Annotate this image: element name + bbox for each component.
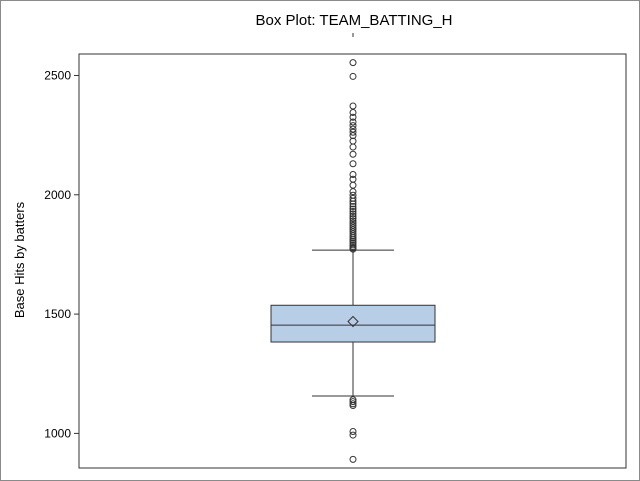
outlier-point	[349, 118, 357, 126]
outlier-point	[349, 217, 357, 225]
y-tick-label: 2000	[44, 188, 71, 202]
outlier-point	[349, 150, 357, 158]
y-axis: 1000 1500 2000 2500	[44, 68, 79, 440]
y-tick-label: 2500	[44, 68, 71, 82]
outlier-point	[349, 221, 357, 229]
outlier-point	[349, 191, 357, 199]
outlier-point	[349, 215, 357, 223]
outlier-point	[349, 125, 357, 133]
box-group	[270, 33, 436, 397]
outlier-point	[349, 205, 357, 213]
outlier-point	[349, 194, 357, 202]
outliers	[349, 59, 357, 463]
outlier-point	[349, 431, 357, 439]
outlier-point	[349, 122, 357, 130]
mean-marker	[347, 315, 359, 328]
outlier-point	[349, 160, 357, 168]
outlier-point	[349, 72, 357, 80]
outlier-point	[349, 455, 357, 463]
outlier-point	[349, 200, 357, 208]
outlier-point	[349, 171, 357, 179]
outlier-point	[349, 212, 357, 220]
outlier-point	[349, 400, 357, 408]
interquartile-box	[270, 304, 436, 343]
outlier-point	[349, 102, 357, 110]
outlier-point	[349, 219, 357, 227]
outlier-point	[349, 128, 357, 136]
outlier-point	[349, 59, 357, 67]
y-axis-label: Base Hits by batters	[12, 201, 27, 318]
outlier-point	[349, 427, 357, 435]
outlier-point	[349, 241, 357, 249]
outlier-point	[349, 137, 357, 145]
outlier-point	[349, 396, 357, 404]
chart-title: Box Plot: TEAM_BATTING_H	[256, 12, 453, 29]
outlier-point	[349, 175, 357, 183]
outlier-point	[349, 210, 357, 218]
y-tick-label: 1500	[44, 307, 71, 321]
outlier-point	[349, 398, 357, 406]
outlier-point	[349, 202, 357, 210]
outlier-point	[349, 113, 357, 121]
outlier-point	[349, 207, 357, 215]
y-tick-label: 1000	[44, 426, 71, 440]
